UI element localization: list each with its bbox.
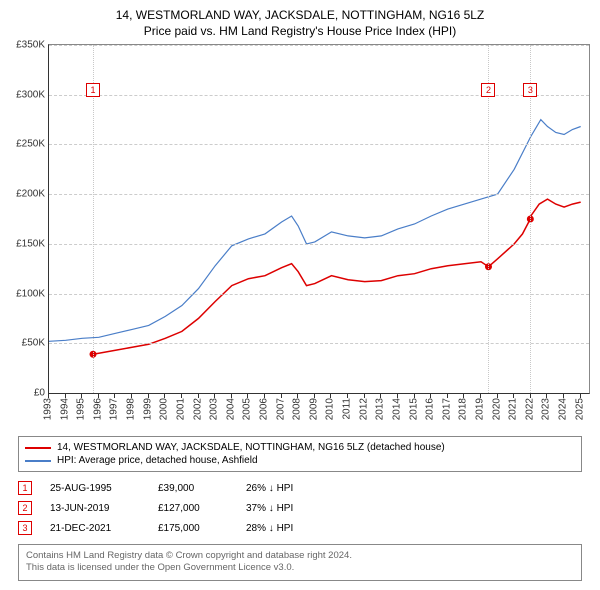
legend-label: HPI: Average price, detached house, Ashf…: [57, 455, 258, 466]
x-tick-label: 2012: [358, 398, 369, 420]
x-tick-label: 1997: [109, 398, 120, 420]
footer-attribution: Contains HM Land Registry data © Crown c…: [18, 544, 582, 581]
x-tick-label: 1993: [43, 398, 54, 420]
sale-date: 25-AUG-1995: [50, 483, 140, 494]
legend-swatch: [25, 447, 51, 449]
gridline: [49, 95, 589, 96]
x-tick-label: 2018: [458, 398, 469, 420]
marker-line: [93, 45, 94, 393]
y-tick-label: £350K: [16, 40, 49, 51]
footer-line-1: Contains HM Land Registry data © Crown c…: [26, 550, 574, 562]
y-tick-label: £200K: [16, 189, 49, 200]
plot-svg: [49, 45, 589, 393]
sale-marker: 1: [18, 481, 32, 495]
x-tick-label: 2025: [574, 398, 585, 420]
x-tick-label: 2002: [192, 398, 203, 420]
x-tick-label: 2006: [259, 398, 270, 420]
sales-table: 1 25-AUG-1995 £39,000 26% ↓ HPI 2 13-JUN-2019…: [18, 478, 582, 538]
chart-subtitle: Price paid vs. HM Land Registry's House …: [0, 22, 600, 44]
footer-line-2: This data is licensed under the Open Gov…: [26, 562, 574, 574]
x-tick-label: 1999: [142, 398, 153, 420]
marker-line: [530, 45, 531, 393]
legend-row: 14, WESTMORLAND WAY, JACKSDALE, NOTTINGH…: [25, 441, 575, 454]
sale-date: 13-JUN-2019: [50, 503, 140, 514]
x-tick-label: 1994: [59, 398, 70, 420]
y-tick-label: £300K: [16, 89, 49, 100]
sale-row: 3 21-DEC-2021 £175,000 28% ↓ HPI: [18, 518, 582, 538]
x-tick-label: 2022: [524, 398, 535, 420]
legend-row: HPI: Average price, detached house, Ashf…: [25, 454, 575, 467]
x-tick-label: 2003: [209, 398, 220, 420]
x-tick-label: 2019: [475, 398, 486, 420]
series-line-property: [93, 199, 581, 354]
x-tick-label: 2021: [508, 398, 519, 420]
gridline: [49, 343, 589, 344]
gridline: [49, 194, 589, 195]
sale-marker: 2: [18, 501, 32, 515]
x-tick-label: 2004: [225, 398, 236, 420]
sale-row: 2 13-JUN-2019 £127,000 37% ↓ HPI: [18, 498, 582, 518]
x-tick-label: 2023: [541, 398, 552, 420]
x-tick-label: 2020: [491, 398, 502, 420]
x-tick-label: 2016: [425, 398, 436, 420]
sale-marker: 3: [18, 521, 32, 535]
y-tick-label: £50K: [22, 338, 49, 349]
x-axis-labels: 1993199419951996199719981999200020012002…: [48, 394, 590, 428]
sale-price: £175,000: [158, 523, 228, 534]
x-tick-label: 2014: [391, 398, 402, 420]
x-tick-label: 2024: [558, 398, 569, 420]
chart-title: 14, WESTMORLAND WAY, JACKSDALE, NOTTINGH…: [0, 0, 600, 22]
legend: 14, WESTMORLAND WAY, JACKSDALE, NOTTINGH…: [18, 436, 582, 472]
chart-container: 14, WESTMORLAND WAY, JACKSDALE, NOTTINGH…: [0, 0, 600, 590]
marker-box: 3: [523, 83, 537, 97]
x-tick-label: 2001: [175, 398, 186, 420]
marker-box: 1: [86, 83, 100, 97]
x-tick-label: 1995: [76, 398, 87, 420]
y-tick-label: £150K: [16, 238, 49, 249]
x-tick-label: 2017: [441, 398, 452, 420]
sale-delta: 37% ↓ HPI: [246, 503, 293, 514]
series-line-hpi: [49, 120, 581, 342]
x-tick-label: 2007: [275, 398, 286, 420]
y-tick-label: £0: [34, 388, 49, 399]
legend-swatch: [25, 460, 51, 462]
marker-box: 2: [481, 83, 495, 97]
x-tick-label: 2005: [242, 398, 253, 420]
gridline: [49, 294, 589, 295]
sale-price: £39,000: [158, 483, 228, 494]
x-tick-label: 2009: [308, 398, 319, 420]
x-tick-label: 2015: [408, 398, 419, 420]
gridline: [49, 244, 589, 245]
sale-price: £127,000: [158, 503, 228, 514]
gridline: [49, 45, 589, 46]
x-tick-label: 2000: [159, 398, 170, 420]
x-tick-label: 1996: [92, 398, 103, 420]
x-tick-label: 1998: [126, 398, 137, 420]
gridline: [49, 144, 589, 145]
sale-delta: 26% ↓ HPI: [246, 483, 293, 494]
x-tick-label: 2010: [325, 398, 336, 420]
plot-area: £0£50K£100K£150K£200K£250K£300K£350K123: [48, 44, 590, 394]
sale-date: 21-DEC-2021: [50, 523, 140, 534]
y-tick-label: £250K: [16, 139, 49, 150]
y-tick-label: £100K: [16, 288, 49, 299]
marker-line: [488, 45, 489, 393]
x-tick-label: 2011: [342, 398, 353, 420]
legend-label: 14, WESTMORLAND WAY, JACKSDALE, NOTTINGH…: [57, 442, 445, 453]
x-tick-label: 2013: [375, 398, 386, 420]
sale-row: 1 25-AUG-1995 £39,000 26% ↓ HPI: [18, 478, 582, 498]
sale-delta: 28% ↓ HPI: [246, 523, 293, 534]
x-tick-label: 2008: [292, 398, 303, 420]
